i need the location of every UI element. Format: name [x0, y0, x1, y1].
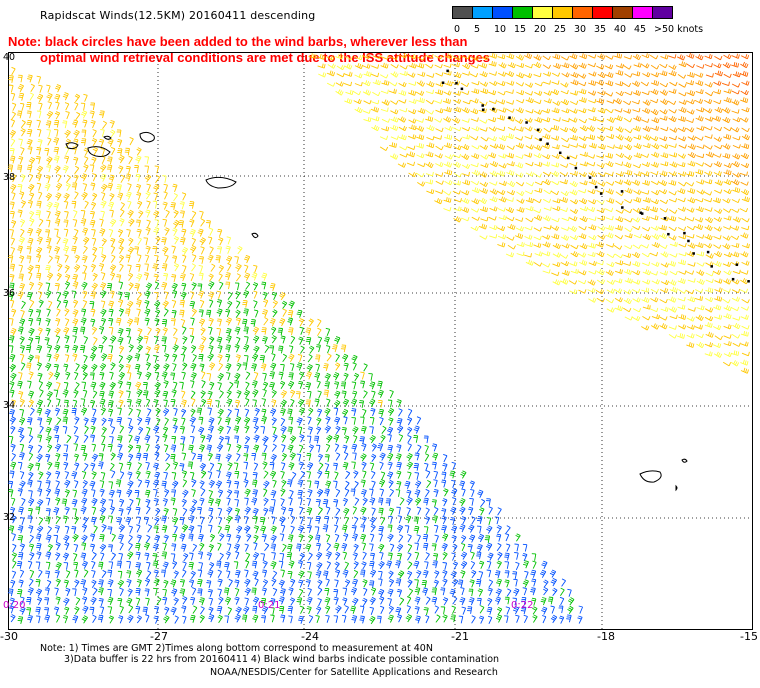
footnote-line2: 3)Data buffer is 22 hrs from 20160411 4)… [64, 654, 500, 665]
lat-label-36: 36 [3, 288, 16, 299]
lon-label-18w: -18 [597, 630, 615, 643]
colorbar-label: 45 [634, 24, 647, 35]
colorbar-label: 25 [554, 24, 567, 35]
wind-barbs [8, 52, 750, 625]
colorbar-swatch [532, 6, 553, 19]
colorbar-label: 40 [614, 24, 627, 35]
colorbar-label: >50 knots [654, 24, 704, 35]
colorbar-swatch [492, 6, 513, 19]
lat-label-34: 34 [3, 400, 16, 411]
lon-label-27w: -27 [150, 630, 168, 643]
colorbar-label: 30 [574, 24, 587, 35]
footnote-line1: Note: 1) Times are GMT 2)Times along bot… [40, 643, 433, 654]
time-label-0020: 0:20 [3, 600, 26, 611]
colorbar-label: 20 [534, 24, 547, 35]
colorbar-label: 0 [454, 24, 461, 35]
contamination-markers [441, 69, 750, 283]
colorbar-swatch [452, 6, 473, 19]
colorbar-swatch [552, 6, 573, 19]
time-label-0021: 0:21 [258, 600, 281, 611]
lon-label-15w: -15 [740, 630, 758, 643]
colorbar-swatch [592, 6, 613, 19]
map-title: Rapidscat Winds(12.5KM) 20160411 descend… [40, 9, 316, 22]
map-frame [8, 52, 753, 630]
lat-label-38: 38 [3, 172, 16, 183]
wind-barb-map [8, 52, 753, 630]
colorbar-swatch [572, 6, 593, 19]
credit-line: NOAA/NESDIS/Center for Satellite Applica… [210, 667, 498, 678]
lat-label-40: 40 [3, 52, 16, 63]
colorbar-swatch [472, 6, 493, 19]
contamination-note-line2: optimal wind retrieval conditions are me… [40, 50, 491, 65]
lon-label-24w: -24 [301, 630, 319, 643]
colorbar-swatch [512, 6, 533, 19]
lon-label-21w: -21 [451, 630, 469, 643]
lat-label-32: 32 [3, 512, 16, 523]
colorbar-label: 10 [494, 24, 507, 35]
contamination-note-line1: Note: black circles have been added to t… [8, 34, 468, 49]
wind-speed-colorbar: 0 5 10 15 20 25 30 35 40 45 >50 knots [452, 4, 703, 36]
colorbar-swatches [452, 4, 673, 23]
colorbar-swatch [632, 6, 653, 19]
island-outlines [65, 131, 688, 492]
colorbar-swatch [652, 6, 673, 19]
colorbar-label: 15 [514, 24, 527, 35]
colorbar-swatch [612, 6, 633, 19]
colorbar-label: 5 [474, 24, 481, 35]
time-label-0022: 0:22 [511, 600, 534, 611]
lon-label-30w: -30 [0, 630, 18, 643]
colorbar-labels: 0 5 10 15 20 25 30 35 40 45 >50 knots [452, 24, 703, 36]
colorbar-label: 35 [594, 24, 607, 35]
